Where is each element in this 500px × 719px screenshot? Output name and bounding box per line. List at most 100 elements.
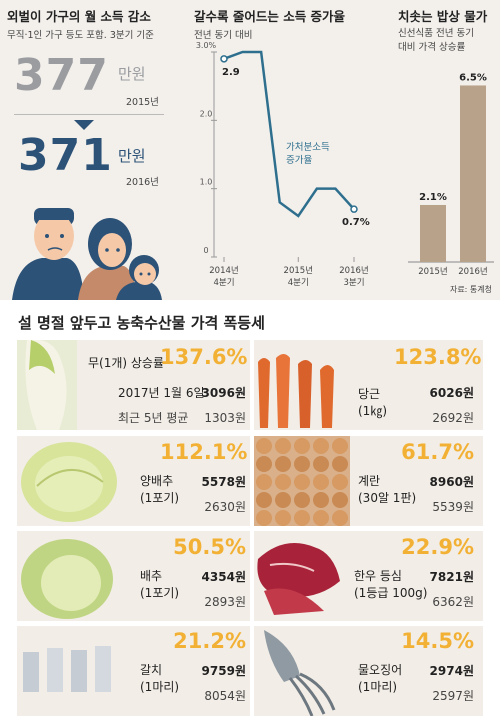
hairtail-pct: 21.2% bbox=[173, 629, 246, 653]
egg bbox=[332, 510, 348, 526]
radish-photo bbox=[17, 340, 77, 430]
carrot-photo bbox=[254, 340, 350, 430]
radish-avg-price: 1303원 bbox=[204, 411, 246, 425]
card-beef bbox=[254, 531, 483, 621]
egg bbox=[332, 456, 348, 472]
y-tick-label: 3.0% bbox=[196, 41, 217, 50]
card-napa-cabbage bbox=[17, 531, 250, 621]
radish-date-label: 2017년 1월 6일 bbox=[118, 386, 205, 400]
napa-avg-price: 2893원 bbox=[204, 595, 246, 609]
egg bbox=[294, 438, 310, 454]
egg bbox=[294, 456, 310, 472]
egg bbox=[313, 474, 329, 490]
card-carrot bbox=[254, 340, 483, 430]
cabbage-name: 양배추 (1포기) bbox=[140, 474, 180, 505]
first-value-label: 2.9 bbox=[222, 67, 240, 78]
egg bbox=[332, 474, 348, 490]
squid-now-price: 2974원 bbox=[429, 664, 474, 678]
beef-pct: 22.9% bbox=[401, 535, 474, 559]
x-tick-label: 4분기 bbox=[213, 278, 234, 288]
income-2016-value: 371 bbox=[18, 130, 113, 181]
y-tick-label: 2.0 bbox=[200, 109, 213, 118]
hairtail-now-price: 9759원 bbox=[201, 664, 246, 678]
egg bbox=[313, 492, 329, 508]
napa-name: 배추 (1포기) bbox=[140, 569, 180, 600]
beef-photo bbox=[254, 531, 350, 621]
income-2016-unit: 만원 bbox=[118, 147, 146, 165]
eggs-now-price: 8960원 bbox=[429, 475, 474, 489]
x-tick-label: 3분기 bbox=[343, 278, 364, 288]
egg bbox=[294, 474, 310, 490]
radish-avg-label: 최근 5년 평균 bbox=[118, 411, 189, 425]
section-title: 설 명절 앞두고 농축수산물 가격 폭등세 bbox=[18, 314, 265, 332]
hairtail-name: 갈치 (1마리) bbox=[140, 663, 180, 694]
series-label-line1: 가처분소득 bbox=[286, 141, 330, 153]
income-growth-panel: 갈수록 줄어드는 소득 증가율 전년 동기 대비 0 1.0 2.0 3.0% 2.9 0… bbox=[186, 0, 386, 300]
card-squid bbox=[254, 626, 483, 716]
income-2015-value: 377 bbox=[14, 50, 109, 101]
egg bbox=[313, 456, 329, 472]
price-bar bbox=[420, 204, 446, 262]
x-tick-label: 2015년 bbox=[284, 265, 313, 276]
card-cabbage bbox=[17, 436, 250, 526]
egg bbox=[275, 456, 291, 472]
beef-avg-price: 6362원 bbox=[432, 595, 474, 609]
napa-cabbage-photo bbox=[17, 531, 123, 621]
series-label-line2: 증가율 bbox=[286, 155, 312, 166]
radish-pct: 137.6% bbox=[160, 345, 248, 369]
beef-name: 한우 등심 (1등급 100g) bbox=[354, 569, 428, 600]
squid-avg-price: 2597원 bbox=[432, 689, 474, 703]
income-subtitle: 무직·1인 가구 등도 포함. 3분기 기준 bbox=[7, 30, 154, 41]
egg bbox=[275, 474, 291, 490]
egg bbox=[294, 510, 310, 526]
egg bbox=[256, 510, 272, 526]
card-hairtail bbox=[17, 626, 250, 716]
bar-category-label: 2016년 bbox=[458, 266, 487, 277]
squid-name: 물오징어 (1마리) bbox=[358, 663, 403, 694]
last-value-label: 0.7% bbox=[342, 217, 370, 228]
income-panel: 외벌이 가구의 월 소득 감소 무직·1인 가구 등도 포함. 3분기 기준 3… bbox=[0, 0, 184, 300]
growth-title: 갈수록 줄어드는 소득 증가율 bbox=[194, 9, 346, 24]
price-bar-chart: 2.1% 2015년 6.5% 2016년 bbox=[408, 72, 494, 277]
bar-category-label: 2015년 bbox=[418, 266, 447, 277]
income-2015-year: 2015년 bbox=[126, 97, 159, 108]
card-radish bbox=[17, 340, 250, 430]
egg bbox=[332, 492, 348, 508]
egg bbox=[313, 438, 329, 454]
income-title: 외벌이 가구의 월 소득 감소 bbox=[7, 9, 151, 24]
price-bar bbox=[460, 85, 486, 263]
carrot-now-price: 6026원 bbox=[429, 386, 474, 400]
top-infographic-band: 외벌이 가구의 월 소득 감소 무직·1인 가구 등도 포함. 3분기 기준 3… bbox=[0, 0, 500, 300]
beef-now-price: 7821원 bbox=[429, 570, 474, 584]
carrot-pct: 123.8% bbox=[394, 345, 482, 369]
egg bbox=[332, 438, 348, 454]
down-arrow-icon bbox=[74, 120, 94, 130]
prices-subtitle: 신선식품 전년 동기 대비 가격 상승률 bbox=[398, 27, 498, 55]
prices-title: 치솟는 밥상 물가 bbox=[398, 9, 488, 24]
egg bbox=[256, 492, 272, 508]
egg bbox=[294, 492, 310, 508]
cabbage-now-price: 5578원 bbox=[201, 475, 246, 489]
growth-subtitle: 전년 동기 대비 bbox=[194, 30, 253, 41]
squid-photo bbox=[254, 626, 350, 716]
napa-now-price: 4354원 bbox=[201, 570, 246, 584]
radish-header-label: 무(1개) 상승률 bbox=[88, 356, 165, 370]
prices-subtitle-line1: 신선식품 전년 동기 bbox=[398, 28, 474, 39]
egg bbox=[275, 510, 291, 526]
growth-point bbox=[350, 205, 358, 213]
eggs-name: 계란 (30알 1판) bbox=[358, 474, 417, 505]
x-tick-label: 2014년 bbox=[209, 265, 238, 276]
carrot-name: 당근 (1㎏) bbox=[358, 387, 387, 418]
egg bbox=[256, 438, 272, 454]
y-tick-label: 0 bbox=[203, 246, 208, 255]
cabbage-pct: 112.1% bbox=[160, 440, 248, 464]
egg bbox=[313, 510, 329, 526]
egg bbox=[275, 492, 291, 508]
radish-now-price: 3096원 bbox=[201, 386, 246, 400]
food-price-panel: 치솟는 밥상 물가 신선식품 전년 동기 대비 가격 상승률 2.1% 2015년… bbox=[392, 0, 500, 300]
prices-subtitle-line2: 대비 가격 상승률 bbox=[398, 42, 466, 53]
napa-pct: 50.5% bbox=[173, 535, 246, 559]
family-illustration bbox=[12, 208, 162, 300]
cabbage-photo bbox=[17, 436, 123, 526]
income-divider bbox=[14, 114, 164, 115]
